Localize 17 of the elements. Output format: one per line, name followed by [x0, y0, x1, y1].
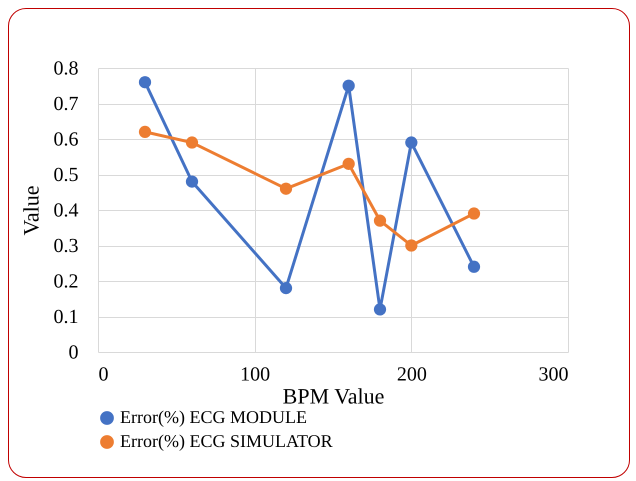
y-tick-label: 0.6 [54, 128, 78, 150]
legend-label: Error(%) ECG SIMULATOR [120, 431, 333, 451]
x-tick-label: 0 [98, 364, 108, 386]
y-tick-label: 0.8 [54, 58, 78, 80]
x-tick-label: 200 [396, 364, 427, 386]
x-tick-label: 300 [538, 364, 568, 386]
y-tick-label: 0.4 [54, 200, 78, 222]
y-tick-label: 0.5 [54, 164, 78, 186]
legend-label: Error(%) ECG MODULE [120, 407, 307, 427]
y-tick-label: 0.3 [54, 235, 78, 257]
x-axis-title: BPM Value [282, 384, 384, 408]
x-tick-label: 100 [240, 364, 270, 386]
y-tick-label: 0.7 [54, 93, 78, 115]
y-tick-label: 0 [68, 342, 78, 364]
y-tick-label: 0.2 [54, 270, 78, 292]
y-tick-label: 0.1 [54, 306, 78, 328]
y-axis-title: Value [18, 185, 44, 236]
